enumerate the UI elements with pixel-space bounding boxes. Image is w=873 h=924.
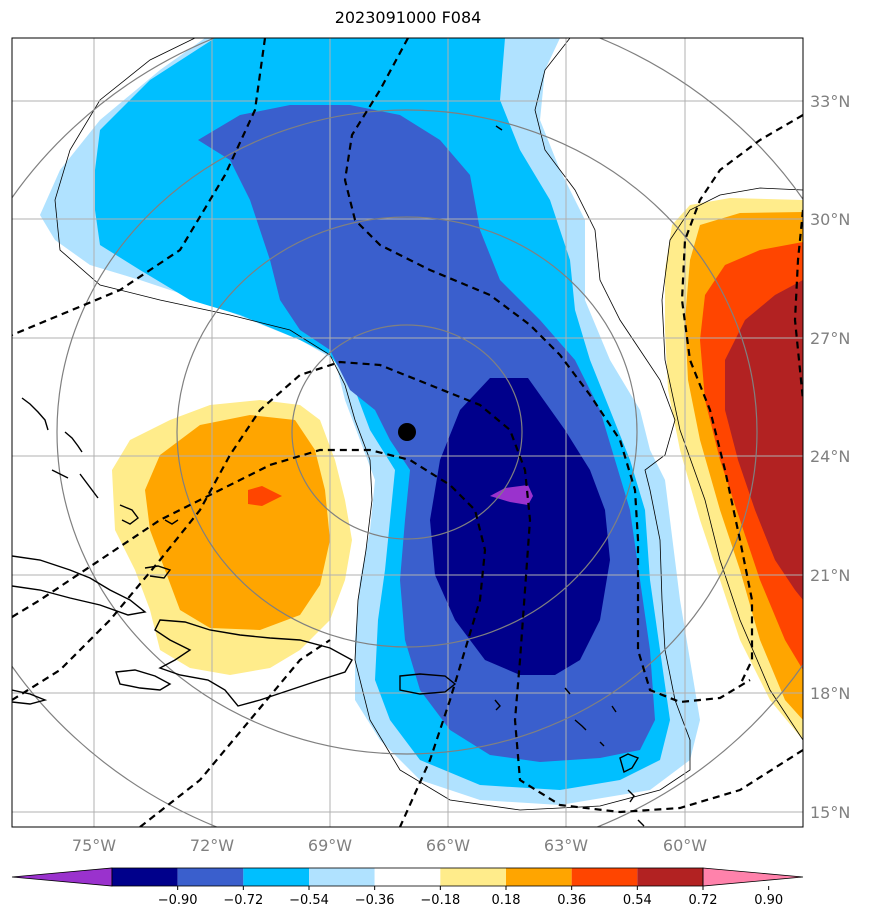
colorbar-label: 0.18 bbox=[492, 893, 521, 908]
colorbar-extend-low bbox=[11, 867, 113, 887]
lat-label: 21°N bbox=[810, 566, 850, 585]
lon-label: 72°W bbox=[190, 836, 234, 855]
lat-label: 15°N bbox=[810, 803, 850, 822]
colorbar-label: −0.36 bbox=[355, 893, 395, 908]
colorbar-segment bbox=[637, 868, 703, 886]
longitude-labels: 75°W 72°W 69°W 66°W 63°W 60°W bbox=[72, 836, 707, 855]
colorbar: −0.90 −0.72 −0.54 −0.36 −0.18 0.18 0.36 0.54 0.7… bbox=[11, 867, 804, 908]
lat-label: 30°N bbox=[810, 210, 850, 229]
contour-darkred-east bbox=[725, 280, 803, 600]
colorbar-frame bbox=[111, 867, 704, 887]
gridlines bbox=[12, 38, 803, 827]
map-area bbox=[12, 38, 803, 827]
lon-label: 75°W bbox=[72, 836, 116, 855]
lat-label: 18°N bbox=[810, 684, 850, 703]
colorbar-label: 0.36 bbox=[557, 893, 586, 908]
lat-label: 24°N bbox=[810, 447, 850, 466]
lon-label: 66°W bbox=[426, 836, 470, 855]
colorbar-segment bbox=[571, 868, 638, 886]
lat-label: 27°N bbox=[810, 329, 850, 348]
colorbar-segment bbox=[506, 868, 572, 886]
storm-center-marker bbox=[398, 423, 416, 441]
lat-label: 33°N bbox=[810, 92, 850, 111]
lon-label: 60°W bbox=[663, 836, 707, 855]
contour-orange-west bbox=[145, 415, 330, 630]
colorbar-label: −0.54 bbox=[289, 893, 329, 908]
lon-label: 69°W bbox=[308, 836, 352, 855]
coastlines bbox=[12, 125, 645, 827]
colorbar-label: −0.72 bbox=[223, 893, 263, 908]
colorbar-label: 0.90 bbox=[754, 893, 783, 908]
range-rings bbox=[12, 38, 803, 827]
map-title: 2023091000 F084 bbox=[334, 8, 482, 27]
contour-purple bbox=[490, 485, 533, 505]
colorbar-label: −0.18 bbox=[420, 893, 460, 908]
contour-red-west bbox=[248, 486, 282, 506]
colorbar-segment bbox=[309, 868, 375, 886]
lon-label: 63°W bbox=[544, 836, 588, 855]
colorbar-segment bbox=[112, 868, 178, 886]
contour-dark-blue bbox=[430, 378, 610, 675]
colorbar-label: 0.54 bbox=[623, 893, 652, 908]
colorbar-segment bbox=[177, 868, 244, 886]
colorbar-extend-high bbox=[702, 867, 804, 887]
colorbar-segment bbox=[243, 868, 309, 886]
map-frame bbox=[11, 37, 804, 828]
colorbar-label: −0.90 bbox=[158, 893, 198, 908]
colorbar-segment bbox=[440, 868, 506, 886]
contour-outlines bbox=[54, 38, 803, 811]
colorbar-segment bbox=[374, 868, 441, 886]
latitude-labels: 33°N 30°N 27°N 24°N 21°N 18°N 15°N bbox=[810, 92, 850, 822]
dashed-contours bbox=[12, 38, 803, 827]
colorbar-label: 0.72 bbox=[689, 893, 718, 908]
